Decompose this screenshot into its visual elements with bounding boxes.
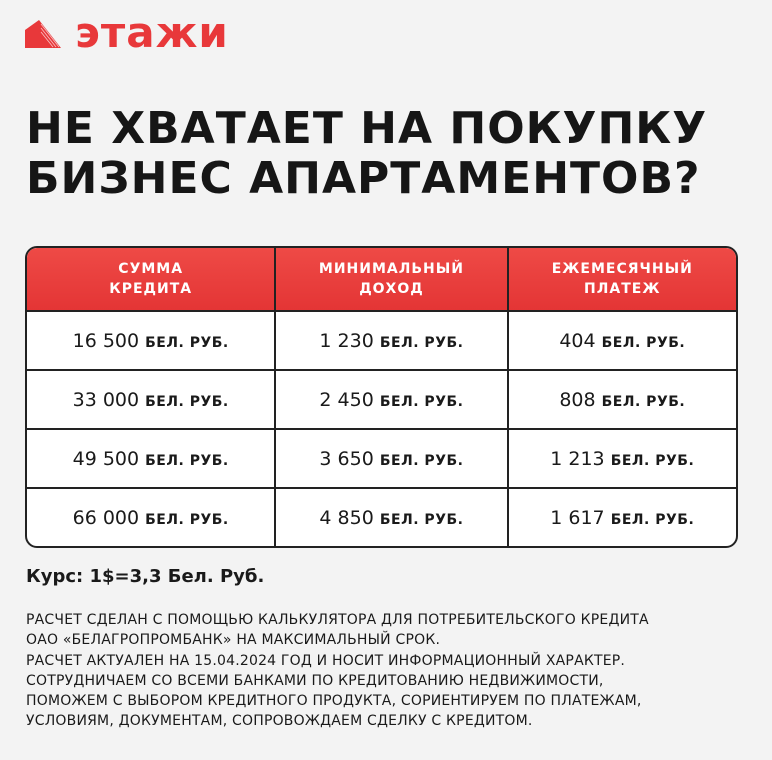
cell-unit: БЕЛ. РУБ.: [379, 511, 464, 528]
cell-value: 1 617: [550, 506, 605, 529]
cell-value: 1 213: [550, 447, 605, 470]
cell-value: 2 450: [319, 388, 374, 411]
header-line: ДОХОД: [359, 281, 424, 297]
building-logo-icon: [25, 20, 61, 48]
page-title: НЕ ХВАТАЕТ НА ПОКУПКУ БИЗНЕС АПАРТАМЕНТО…: [26, 104, 707, 204]
table-cell: 808 БЕЛ. РУБ.: [508, 371, 736, 430]
cell-unit: БЕЛ. РУБ.: [601, 393, 686, 410]
header-line: МИНИМАЛЬНЫЙ: [318, 261, 464, 277]
note-line: ПОМОЖЕМ С ВЫБОРОМ КРЕДИТНОГО ПРОДУКТА, С…: [26, 693, 642, 710]
cell-value: 4 850: [319, 506, 374, 529]
column-header: СУММА КРЕДИТА: [27, 248, 277, 312]
column-header: ЕЖЕМЕСЯЧНЫЙ ПЛАТЕЖ: [508, 248, 736, 312]
credit-table: СУММА КРЕДИТА МИНИМАЛЬНЫЙ ДОХОД ЕЖЕМЕСЯЧНЫЙ П…: [25, 246, 738, 548]
table-cell: 404 БЕЛ. РУБ.: [508, 312, 736, 371]
table-cell: 1 230 БЕЛ. РУБ.: [276, 312, 509, 371]
cell-value: 66 000: [72, 506, 140, 529]
footnotes: РАСЧЕТ СДЕЛАН С ПОМОЩЬЮ КАЛЬКУЛЯТОРА ДЛЯ…: [26, 610, 649, 732]
cell-value: 49 500: [72, 447, 140, 470]
note-line: РАСЧЕТ АКТУАЛЕН НА 15.04.2024 ГОД И НОСИ…: [26, 652, 626, 669]
header-line: ЕЖЕМЕСЯЧНЫЙ: [551, 261, 693, 277]
header-line: КРЕДИТА: [109, 281, 193, 297]
cell-value: 3 650: [319, 447, 374, 470]
table-cell: 49 500 БЕЛ. РУБ.: [27, 430, 277, 489]
title-line: БИЗНЕС АПАРТАМЕНТОВ?: [26, 153, 701, 204]
cell-unit: БЕЛ. РУБ.: [145, 511, 229, 528]
table-header-row: СУММА КРЕДИТА МИНИМАЛЬНЫЙ ДОХОД ЕЖЕМЕСЯЧНЫЙ П…: [27, 248, 736, 312]
table-cell: 2 450 БЕЛ. РУБ.: [276, 371, 509, 430]
table-row: 33 000 БЕЛ. РУБ. 2 450 БЕЛ. РУБ. 808 БЕЛ. …: [27, 371, 736, 430]
table-cell: 16 500 БЕЛ. РУБ.: [27, 312, 277, 371]
cell-unit: БЕЛ. РУБ.: [601, 334, 686, 351]
cell-value: 16 500: [72, 329, 140, 352]
note-line: РАСЧЕТ СДЕЛАН С ПОМОЩЬЮ КАЛЬКУЛЯТОРА ДЛЯ…: [26, 612, 649, 628]
title-line: НЕ ХВАТАЕТ НА ПОКУПКУ: [26, 103, 708, 154]
table-cell: 66 000 БЕЛ. РУБ.: [27, 489, 277, 546]
table-cell: 1 617 БЕЛ. РУБ.: [509, 489, 736, 546]
table-cell: 1 213 БЕЛ. РУБ.: [508, 430, 736, 489]
note-line: УСЛОВИЯМ, ДОКУМЕНТАМ, СОПРОВОЖДАЕМ СДЕЛК…: [26, 713, 533, 730]
header-line: ПЛАТЕЖ: [584, 281, 661, 297]
column-header: МИНИМАЛЬНЫЙ ДОХОД: [276, 248, 509, 312]
header-line: СУММА: [118, 261, 184, 277]
brand-name: этажи: [75, 8, 229, 57]
cell-unit: БЕЛ. РУБ.: [610, 452, 695, 469]
note-line: СОТРУДНИЧАЕМ СО ВСЕМИ БАНКАМИ ПО КРЕДИТО…: [26, 672, 604, 689]
table-row: 49 500 БЕЛ. РУБ. 3 650 БЕЛ. РУБ. 1 213 БЕЛ…: [27, 430, 736, 489]
brand-logo: этажи: [25, 12, 229, 54]
table-cell: 4 850 БЕЛ. РУБ.: [276, 489, 509, 546]
table-cell: 3 650 БЕЛ. РУБ.: [276, 430, 509, 489]
table-cell: 33 000 БЕЛ. РУБ.: [27, 371, 277, 430]
cell-value: 33 000: [72, 388, 140, 411]
cell-unit: БЕЛ. РУБ.: [145, 452, 229, 469]
cell-value: 404: [559, 329, 596, 352]
cell-unit: БЕЛ. РУБ.: [145, 393, 229, 410]
table-row: 66 000 БЕЛ. РУБ. 4 850 БЕЛ. РУБ. 1 617 БЕЛ…: [27, 489, 736, 546]
exchange-rate: Курс: 1$=3,3 Бел. Руб.: [26, 566, 265, 587]
cell-unit: БЕЛ. РУБ.: [610, 511, 695, 528]
cell-value: 808: [559, 388, 596, 411]
cell-unit: БЕЛ. РУБ.: [145, 334, 229, 351]
cell-unit: БЕЛ. РУБ.: [379, 393, 464, 410]
table-row: 16 500 БЕЛ. РУБ. 1 230 БЕЛ. РУБ. 404 БЕЛ. …: [27, 312, 736, 371]
cell-value: 1 230: [319, 329, 374, 352]
note-line: ОАО «БЕЛАГРОПРОМБАНК» НА МАКСИМАЛЬНЫЙ СР…: [26, 632, 441, 649]
cell-unit: БЕЛ. РУБ.: [379, 452, 464, 469]
cell-unit: БЕЛ. РУБ.: [379, 334, 464, 351]
